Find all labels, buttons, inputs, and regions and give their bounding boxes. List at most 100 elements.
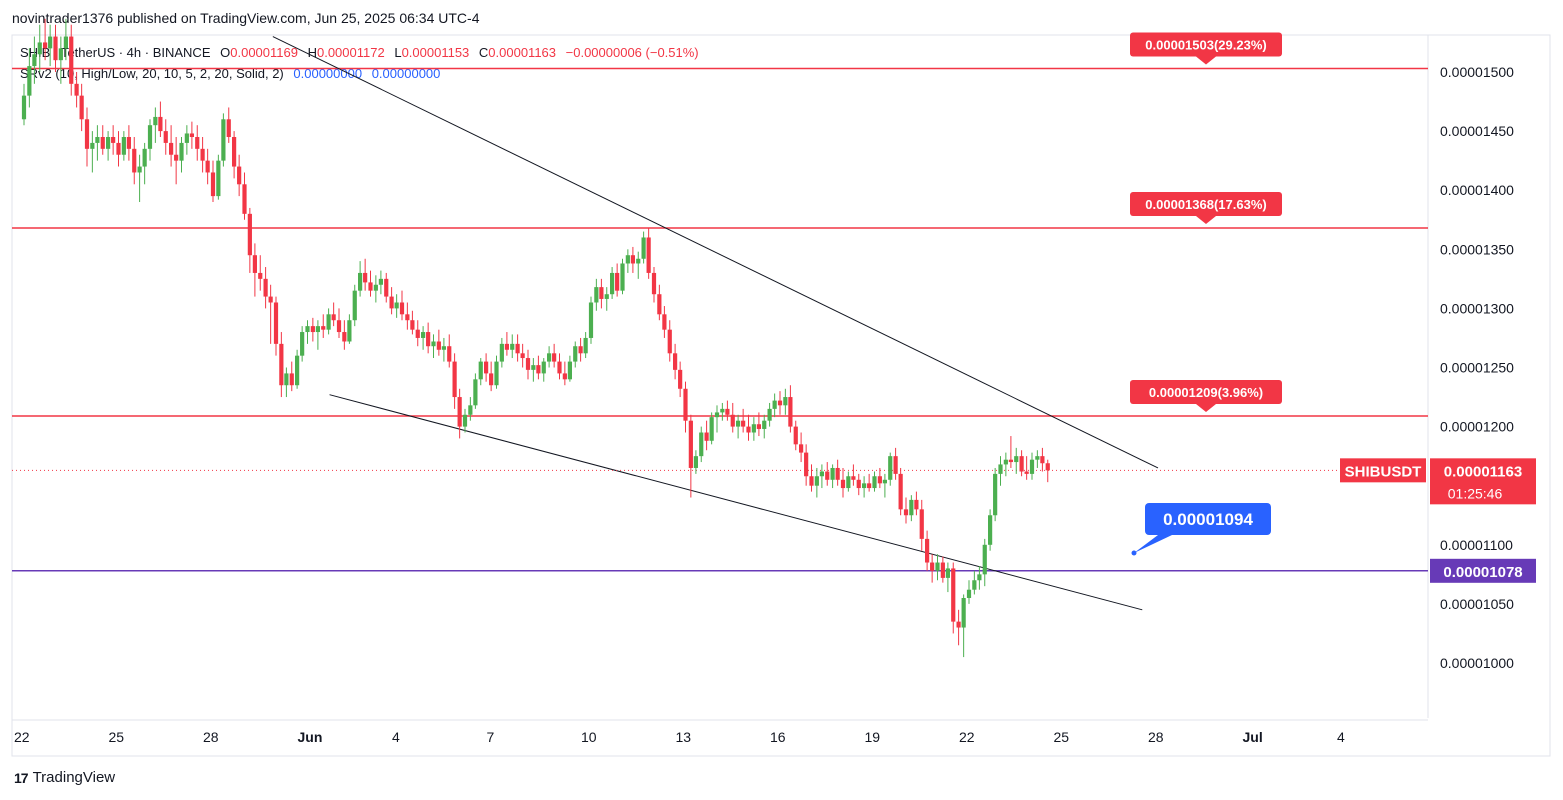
candle-body [336, 320, 342, 333]
candle-body [394, 302, 399, 309]
countdown-text: 01:25:46 [1448, 485, 1503, 501]
candle-body [898, 473, 903, 510]
candle-body [79, 95, 84, 120]
candle-body [557, 361, 562, 374]
x-tick-label: 13 [676, 729, 692, 745]
candle-body [825, 471, 830, 480]
candle-body [877, 476, 882, 484]
candle-body [988, 515, 993, 545]
y-tick-label: 0.00001500 [1440, 64, 1514, 80]
tradingview-logo-icon: 17 [14, 769, 29, 786]
candle-body [153, 116, 158, 126]
price-chart[interactable]: 0.000010000.000010500.000011000.00001150… [0, 0, 1563, 760]
candle-body [998, 464, 1003, 474]
candle-body [284, 373, 289, 386]
candle-body [872, 476, 877, 489]
candle-body [615, 272, 620, 291]
candle-body [331, 314, 336, 321]
target-callout-pointer [1134, 535, 1172, 553]
candle-body [499, 343, 504, 362]
candle-body [431, 341, 436, 347]
candle-body [846, 476, 851, 489]
candle-body [326, 314, 331, 330]
y-tick-label: 0.00001050 [1440, 596, 1514, 612]
candle-body [641, 237, 646, 259]
y-tick-label: 0.00001450 [1440, 123, 1514, 139]
target-callout-box [1145, 503, 1271, 535]
candle-body [441, 346, 446, 350]
candle-body [468, 405, 473, 415]
candle-body [777, 400, 783, 406]
candle-body [862, 483, 867, 489]
candle-body [310, 326, 315, 333]
candle-body [714, 412, 720, 418]
candle-body [69, 36, 74, 84]
candle-body [247, 213, 252, 256]
symbol-tag-text: SHIBUSDT [1345, 463, 1422, 480]
candle-body [63, 36, 68, 49]
symbol-label[interactable]: SHIB / TetherUS · 4h · BINANCE [20, 45, 211, 60]
candle-body [662, 314, 667, 330]
x-tick-label: 25 [1054, 729, 1070, 745]
tradingview-brand[interactable]: 17 TradingView [14, 769, 115, 786]
indicator-value-2: 0.00000000 [371, 66, 441, 81]
candle-body [132, 148, 137, 173]
candle-body [730, 414, 735, 427]
candle-body [594, 287, 599, 303]
candle-body [630, 255, 635, 264]
candle-body [741, 420, 746, 427]
candle-body [216, 160, 221, 197]
candle-body [447, 346, 452, 362]
level-label-box [1130, 192, 1282, 217]
candle-body [321, 326, 326, 330]
candle-body [410, 320, 415, 330]
candle-body [315, 326, 320, 333]
candle-body [925, 538, 930, 563]
candle-body [525, 358, 531, 370]
candle-body [368, 282, 373, 291]
x-tick-label: 28 [1148, 729, 1164, 745]
candle-body [651, 272, 657, 295]
level-label-pointer [1196, 403, 1216, 412]
open-label: O [220, 45, 231, 60]
candle-body [1003, 459, 1008, 465]
candle-body [909, 499, 914, 516]
candle-body [279, 343, 284, 386]
candle-body [163, 131, 168, 143]
candle-body [221, 119, 226, 161]
candle-body [588, 302, 594, 338]
y-tick-label: 0.00001400 [1440, 182, 1514, 198]
candle-body [289, 373, 294, 386]
candle-body [767, 408, 772, 421]
candle-body [95, 137, 100, 143]
candle-body [399, 302, 405, 315]
candle-body [263, 278, 268, 297]
candle-body [489, 373, 494, 386]
x-tick-label: 22 [959, 729, 975, 745]
candle-body [578, 346, 583, 354]
candle-body [620, 263, 625, 291]
x-tick-label: 16 [770, 729, 786, 745]
candle-body [457, 397, 462, 427]
candle-body [273, 302, 279, 344]
candle-body [300, 332, 305, 356]
candle-body [195, 137, 200, 149]
indicator-label[interactable]: SRv2 (10, High/Low, 20, 10, 5, 2, 20, So… [20, 66, 284, 81]
candle-body [646, 237, 651, 273]
candle-body [48, 36, 53, 49]
candle-body [819, 471, 824, 477]
candle-body [478, 361, 483, 380]
candle-body [888, 456, 893, 480]
candle-body [567, 361, 572, 380]
candle-body [352, 290, 357, 321]
low-value: 0.00001153 [401, 45, 470, 60]
candle-body [547, 353, 552, 362]
candle-body [378, 278, 383, 285]
candle-body [179, 142, 184, 161]
candle-body [389, 296, 394, 309]
candle-body [636, 258, 641, 264]
candle-body [84, 119, 90, 149]
candle-body [840, 479, 846, 489]
target-callout-text: 0.00001094 [1163, 510, 1253, 529]
candle-body [1035, 456, 1040, 460]
